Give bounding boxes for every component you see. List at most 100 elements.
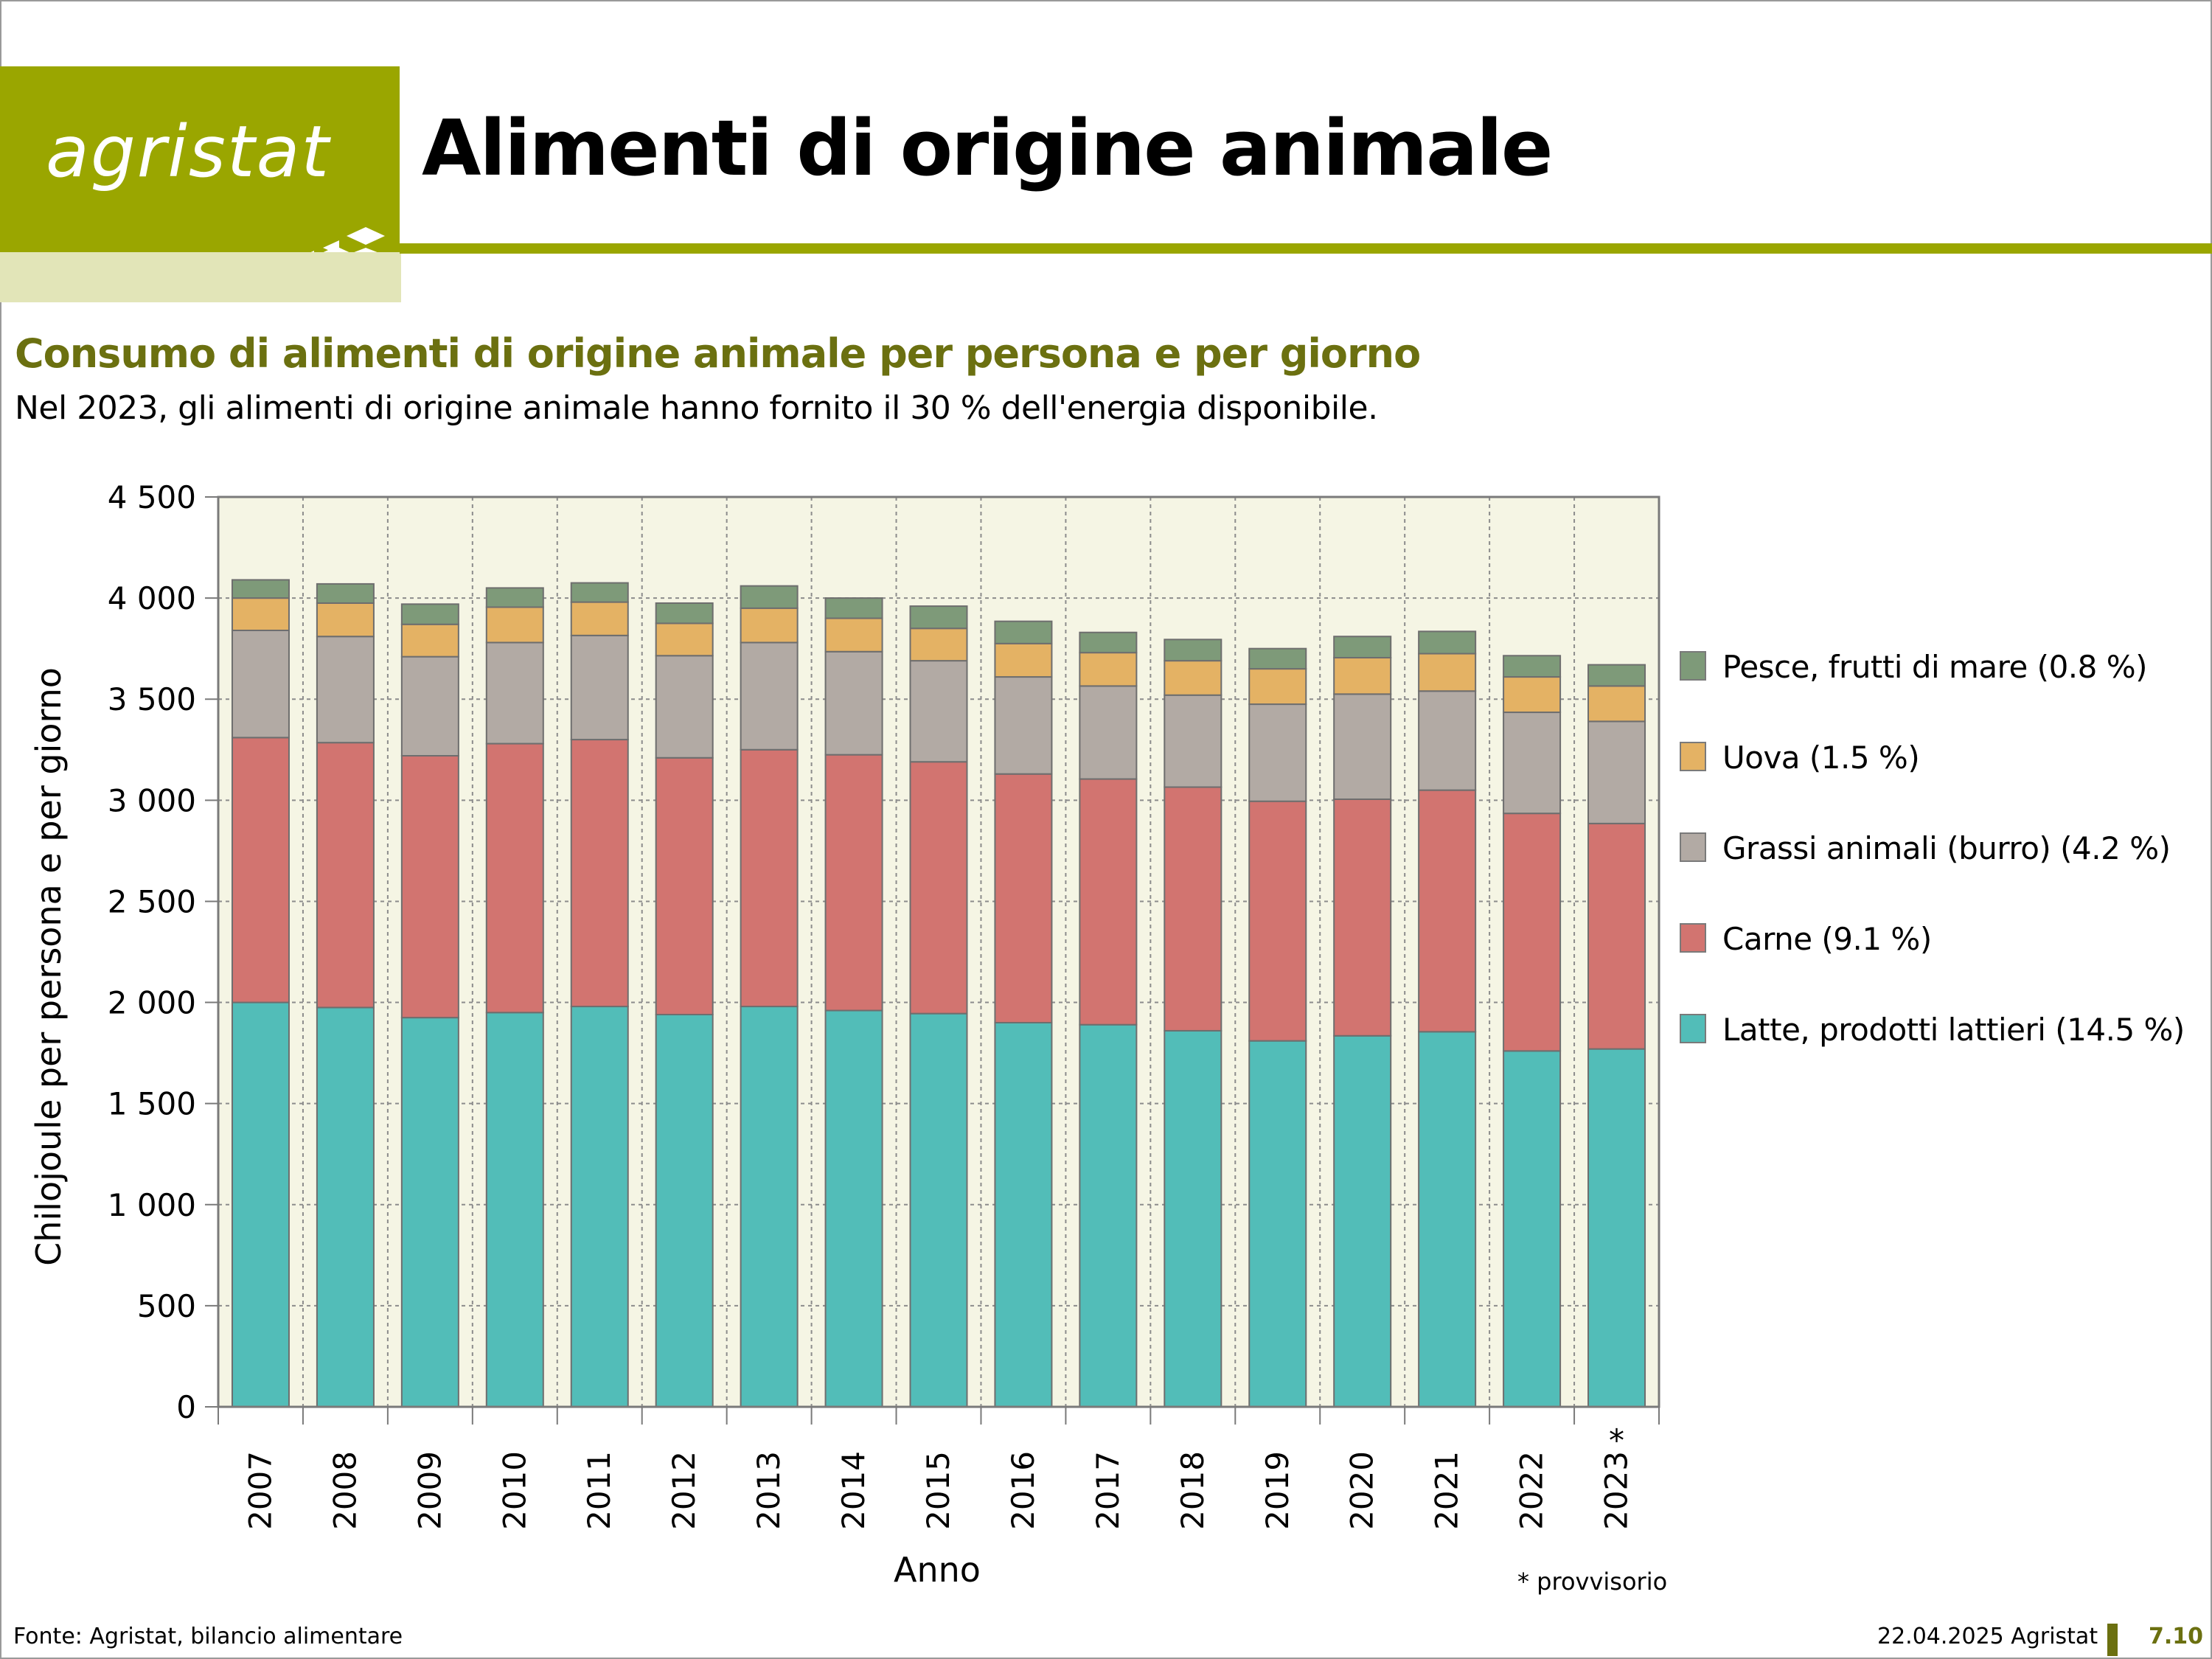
- bar-segment: [1248, 703, 1307, 802]
- bar-segment: [740, 607, 799, 644]
- bar-segment: [316, 582, 375, 604]
- header-rule: [400, 243, 2212, 254]
- y-tick-label: 2 000: [108, 985, 196, 1021]
- bar-segment: [1248, 1040, 1307, 1408]
- x-axis-title: Anno: [894, 1550, 981, 1590]
- bar-segment: [1587, 720, 1646, 824]
- footer-source: Fonte: Agristat, bilancio alimentare: [13, 1624, 403, 1649]
- legend-swatch: [1680, 832, 1706, 862]
- x-tick-label: 2010: [496, 1451, 532, 1530]
- x-tick-label: 2015: [920, 1451, 956, 1530]
- legend-label: Grassi animali (burro) (4.2 %): [1722, 830, 2171, 866]
- bar-segment: [1333, 798, 1392, 1037]
- bar-segment: [994, 773, 1053, 1023]
- bar-segment: [994, 676, 1053, 775]
- bar-segment: [400, 655, 459, 757]
- bar-segment: [1503, 1050, 1562, 1408]
- bar-segment: [485, 742, 544, 1014]
- bar-segment: [1418, 789, 1477, 1033]
- bar-segment: [909, 627, 968, 662]
- bar-segment: [994, 642, 1053, 678]
- bar-segment: [655, 757, 714, 1016]
- bar-segment: [994, 1021, 1053, 1408]
- x-tick-label: 2013: [751, 1451, 787, 1530]
- bar-segment: [1164, 694, 1222, 788]
- bar-segment: [1164, 660, 1222, 696]
- bar-segment: [1418, 690, 1477, 791]
- x-tick-label: 2011: [581, 1451, 617, 1530]
- bar-segment: [485, 1012, 544, 1408]
- bar-segment: [655, 655, 714, 759]
- bar-segment: [824, 754, 883, 1012]
- bar-segment: [824, 1009, 883, 1408]
- x-tick-label: 2012: [666, 1451, 702, 1530]
- chart-subtitle: Consumo di alimenti di origine animale p…: [15, 330, 1421, 377]
- bar-segment: [740, 585, 799, 609]
- bar-segment: [485, 587, 544, 608]
- chart-note: Nel 2023, gli alimenti di origine animal…: [15, 389, 1378, 427]
- bar-segment: [909, 1012, 968, 1408]
- bar-segment: [1079, 652, 1138, 687]
- x-tick-label: 2018: [1175, 1451, 1211, 1530]
- bar-segment: [1164, 786, 1222, 1032]
- bar-segment: [1418, 630, 1477, 655]
- x-tick-mark: *: [1609, 1422, 1624, 1458]
- bar-segment: [740, 748, 799, 1008]
- bar-segment: [1587, 822, 1646, 1050]
- bar-segment: [655, 602, 714, 625]
- bar-segment: [824, 597, 883, 619]
- page-title: Alimenti di origine animale: [422, 103, 1553, 193]
- bar-segment: [1248, 800, 1307, 1042]
- bar-segment: [655, 622, 714, 657]
- y-tick-label: 500: [137, 1288, 196, 1324]
- bar-segment: [909, 761, 968, 1015]
- bar-segment: [1587, 664, 1646, 687]
- bar-segment: [316, 742, 375, 1009]
- bar-segment: [316, 602, 375, 638]
- bar-segment: [1503, 712, 1562, 815]
- bar-segment: [1079, 631, 1138, 654]
- bar-segment: [400, 755, 459, 1019]
- x-tick-label: 2017: [1090, 1451, 1126, 1530]
- bar-segment: [231, 737, 290, 1004]
- y-tick-label: 0: [176, 1389, 196, 1425]
- bar-segment: [1333, 1034, 1392, 1408]
- bar-segment: [1418, 653, 1477, 692]
- bar-segment: [740, 641, 799, 751]
- x-tick-label: 2020: [1344, 1451, 1380, 1530]
- bar-segment: [1333, 636, 1392, 659]
- bar-segment: [570, 739, 629, 1008]
- x-tick-label: 2014: [835, 1451, 872, 1530]
- bar-segment: [231, 597, 290, 631]
- bar-segment: [1248, 668, 1307, 706]
- legend-label: Latte, prodotti lattieri (14.5 %): [1722, 1012, 2185, 1048]
- bar-segment: [570, 634, 629, 741]
- bar-segment: [316, 636, 375, 744]
- bar-segment: [1248, 647, 1307, 670]
- x-tick-label: 2008: [327, 1451, 363, 1530]
- bar-segment: [1079, 1023, 1138, 1408]
- bar-segment: [485, 641, 544, 745]
- bar-segment: [1079, 685, 1138, 780]
- y-tick-label: 4 000: [108, 580, 196, 616]
- x-tick-label: 2007: [242, 1451, 278, 1530]
- bar-segment: [1079, 778, 1138, 1026]
- bar-segment: [400, 623, 459, 658]
- bar-segment: [1587, 685, 1646, 723]
- y-tick-label: 1 500: [108, 1086, 196, 1122]
- y-tick-label: 4 500: [108, 479, 196, 515]
- bar-segment: [231, 629, 290, 739]
- bar-segment: [824, 617, 883, 653]
- y-axis-title: Chilojoule per persona e per giorno: [29, 667, 69, 1266]
- legend-swatch: [1680, 1014, 1706, 1043]
- bar-segment: [570, 601, 629, 636]
- legend-swatch: [1680, 742, 1706, 771]
- bar-segment: [231, 1001, 290, 1408]
- y-tick-label: 3 000: [108, 782, 196, 818]
- bar-segment: [570, 1006, 629, 1408]
- footer-page-number: 7.10: [2149, 1624, 2204, 1649]
- bar-segment: [909, 605, 968, 630]
- stacked-bar-chart: 0 500 1 000 1 500 2 000 2 500 3 000 3 500 4 000 4…: [29, 479, 1660, 1590]
- bar-segment: [400, 603, 459, 625]
